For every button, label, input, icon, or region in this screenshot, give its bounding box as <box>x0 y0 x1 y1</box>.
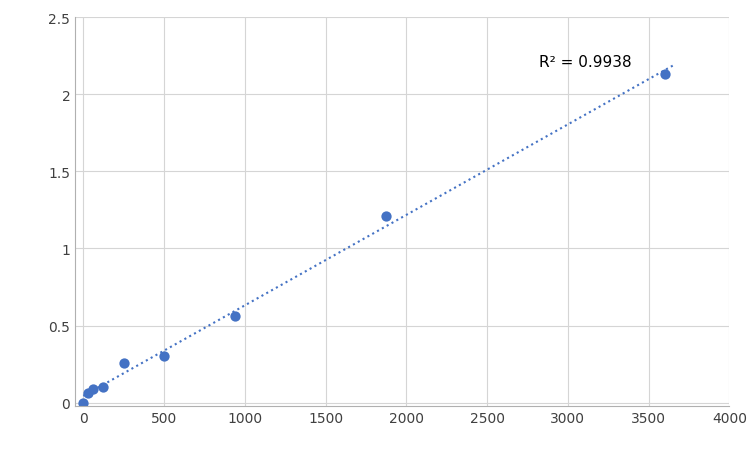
Point <box>158 352 170 359</box>
Text: R² = 0.9938: R² = 0.9938 <box>539 55 632 70</box>
Point <box>82 389 94 396</box>
Point <box>87 385 99 392</box>
Point <box>229 312 241 319</box>
Point <box>98 383 110 390</box>
Point <box>659 71 671 78</box>
Point <box>77 399 89 406</box>
Point <box>381 213 393 220</box>
Point <box>117 359 129 366</box>
